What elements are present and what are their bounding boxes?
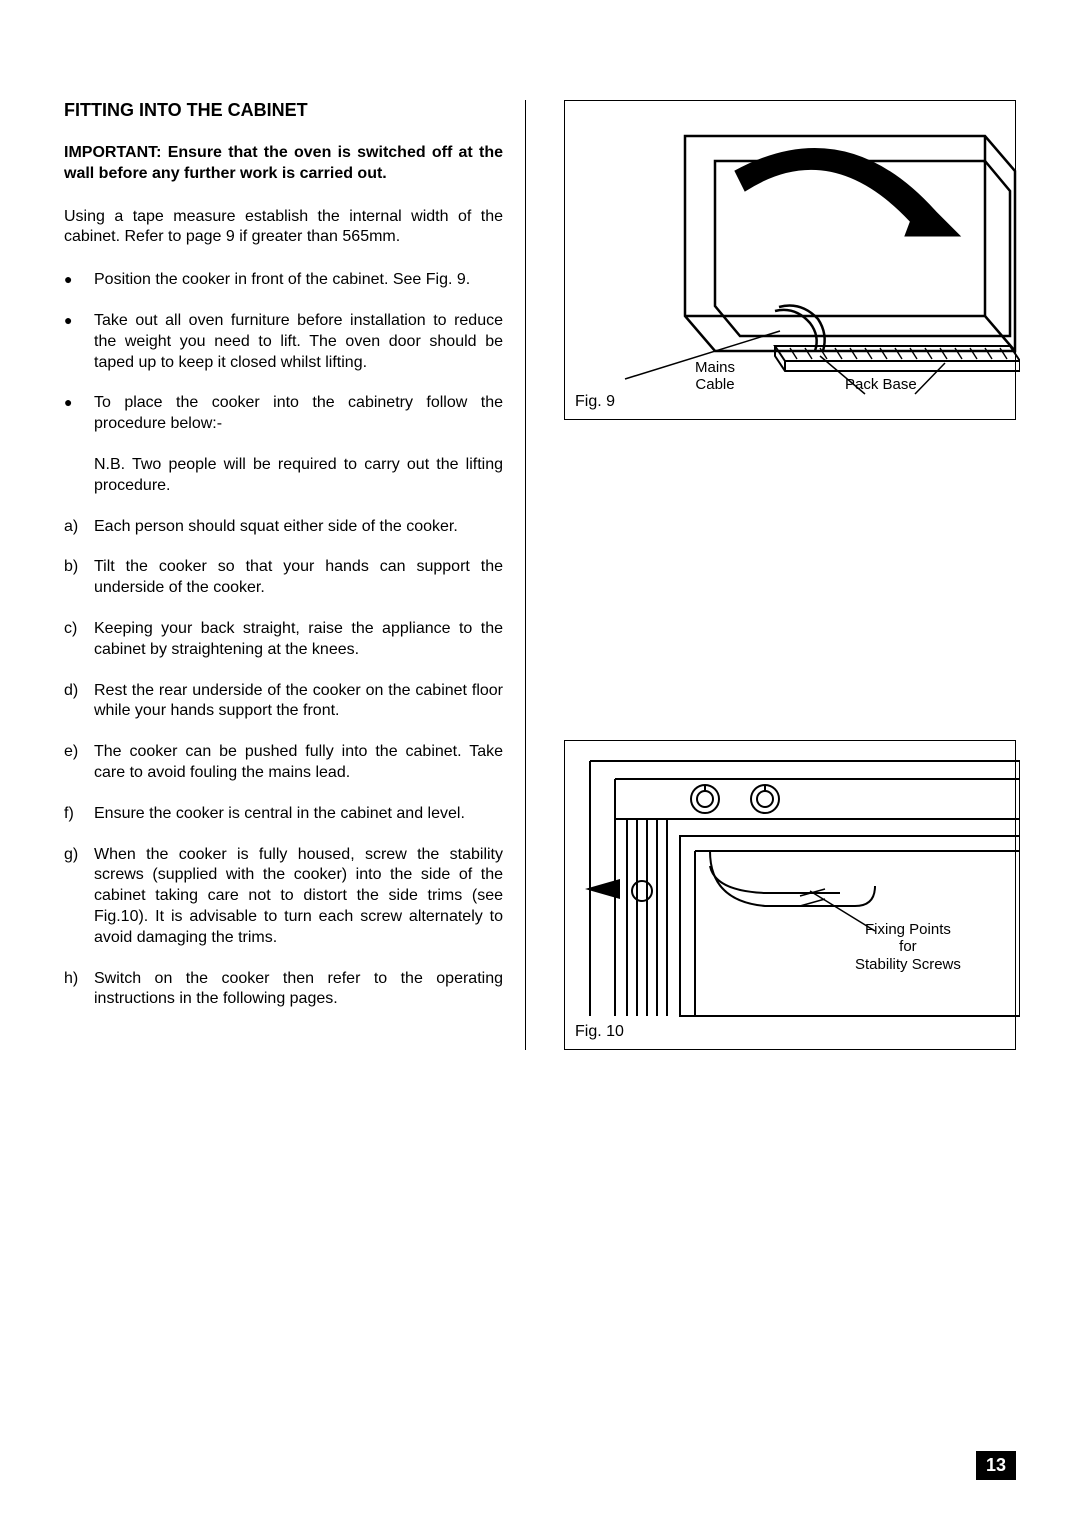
list-item: Each person should squat either side of … bbox=[64, 517, 503, 538]
figure-10: Fixing Points for Stability Screws Fig. … bbox=[564, 740, 1016, 1050]
pack-base-label: Pack Base bbox=[845, 376, 917, 393]
figure-10-svg bbox=[565, 741, 1020, 1051]
list-item: Ensure the cooker is central in the cabi… bbox=[64, 804, 503, 825]
intro-paragraph: Using a tape measure establish the inter… bbox=[64, 207, 503, 249]
page-number: 13 bbox=[976, 1451, 1016, 1480]
right-column: Mains Cable Pack Base Fig. 9 bbox=[556, 100, 1016, 1050]
mains-cable-label: Mains Cable bbox=[695, 359, 735, 394]
bullet-item: Take out all oven furniture before insta… bbox=[64, 311, 503, 373]
list-item: Switch on the cooker then refer to the o… bbox=[64, 969, 503, 1011]
bullet-item: To place the cooker into the cabinetry f… bbox=[64, 393, 503, 435]
list-item: The cooker can be pushed fully into the … bbox=[64, 742, 503, 784]
nb-note: N.B. Two people will be required to carr… bbox=[64, 455, 503, 497]
list-item: Rest the rear underside of the cooker on… bbox=[64, 681, 503, 723]
fixing-points-label: Fixing Points for Stability Screws bbox=[855, 921, 961, 973]
list-item: Tilt the cooker so that your hands can s… bbox=[64, 557, 503, 599]
bullet-item: Position the cooker in front of the cabi… bbox=[64, 270, 503, 291]
left-column: FITTING INTO THE CABINET IMPORTANT: Ensu… bbox=[64, 100, 526, 1050]
bullet-list: Position the cooker in front of the cabi… bbox=[64, 270, 503, 435]
figure-9-svg bbox=[565, 101, 1020, 421]
list-item: Keeping your back straight, raise the ap… bbox=[64, 619, 503, 661]
list-item: When the cooker is fully housed, screw t… bbox=[64, 845, 503, 949]
figure-9: Mains Cable Pack Base Fig. 9 bbox=[564, 100, 1016, 420]
important-note: IMPORTANT: Ensure that the oven is switc… bbox=[64, 143, 503, 185]
page-content: FITTING INTO THE CABINET IMPORTANT: Ensu… bbox=[64, 100, 1016, 1050]
figure-9-label: Fig. 9 bbox=[575, 393, 615, 411]
figure-10-label: Fig. 10 bbox=[575, 1023, 624, 1041]
section-heading: FITTING INTO THE CABINET bbox=[64, 100, 503, 121]
lettered-list: Each person should squat either side of … bbox=[64, 517, 503, 1011]
